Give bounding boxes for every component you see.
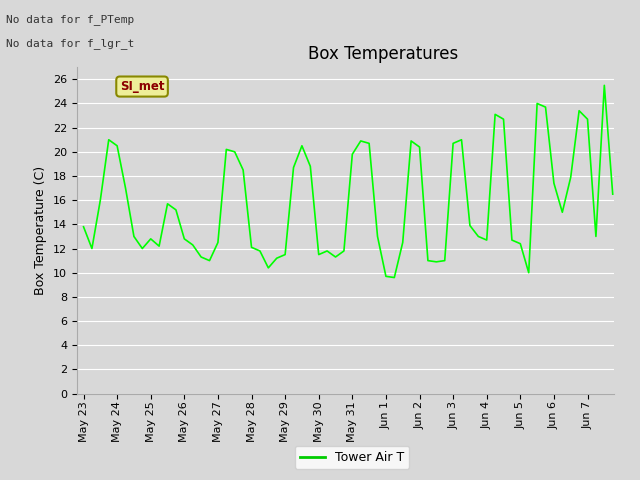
Title: Box Temperatures: Box Temperatures <box>308 45 458 63</box>
Legend: Tower Air T: Tower Air T <box>295 446 409 469</box>
Text: No data for f_PTemp: No data for f_PTemp <box>6 14 134 25</box>
Text: No data for f_lgr_t: No data for f_lgr_t <box>6 38 134 49</box>
Text: SI_met: SI_met <box>120 80 164 93</box>
Y-axis label: Box Temperature (C): Box Temperature (C) <box>35 166 47 295</box>
